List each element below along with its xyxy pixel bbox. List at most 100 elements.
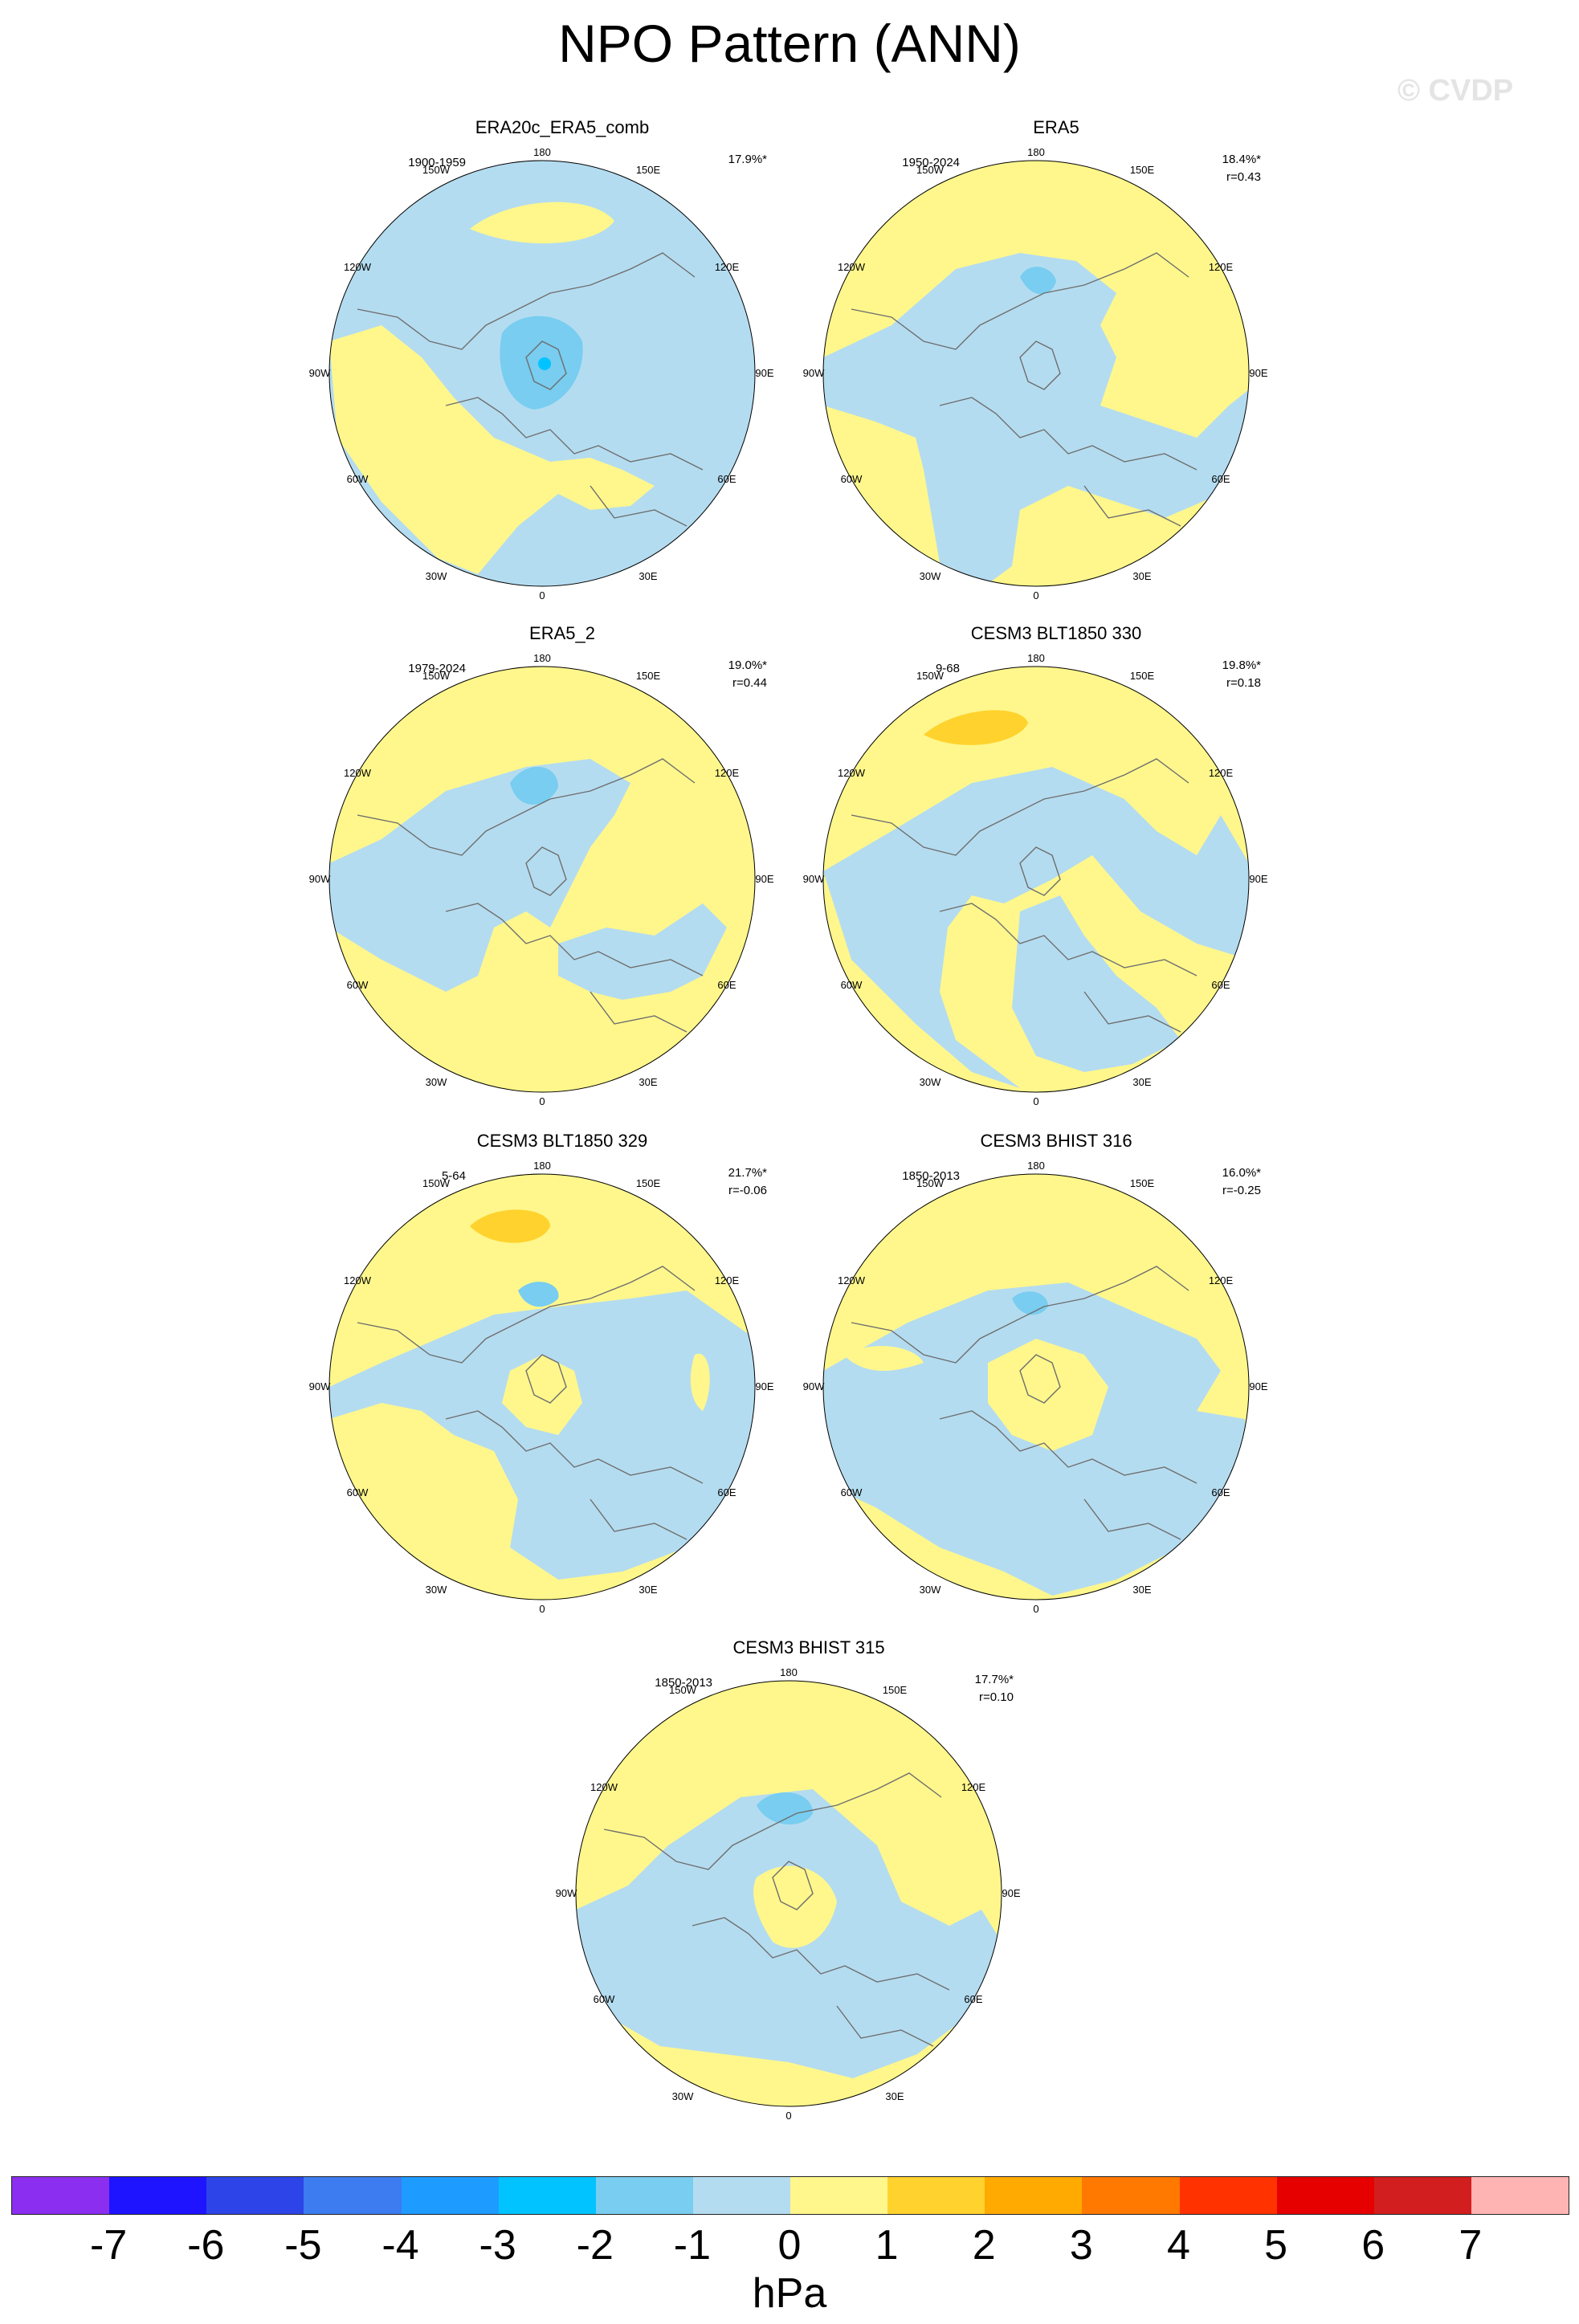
longitude-label: 60W bbox=[346, 1486, 369, 1498]
longitude-label: 120W bbox=[590, 1781, 618, 1793]
longitude-label: 30W bbox=[425, 1584, 447, 1596]
polar-map bbox=[822, 160, 1250, 587]
contour-region bbox=[329, 1290, 755, 1580]
colorbar-tick-label: -4 bbox=[381, 2222, 419, 2269]
map-border bbox=[328, 1173, 756, 1600]
longitude-label: 90E bbox=[1249, 873, 1268, 885]
polar-map bbox=[328, 160, 756, 587]
contour-region bbox=[470, 1209, 550, 1243]
longitude-label: 120W bbox=[344, 767, 371, 779]
longitude-label: 30W bbox=[919, 570, 941, 582]
panel-correlation: r=-0.25 bbox=[1222, 1184, 1261, 1197]
contour-region bbox=[1012, 895, 1181, 1072]
panel-title: ERA5 bbox=[1033, 117, 1079, 137]
longitude-label: 30E bbox=[1132, 570, 1152, 582]
map-panel: CESM3 BHIST 316 1850-2013 16.0%* r=-0.25 180… bbox=[791, 1131, 1514, 1632]
colorbar-tick-label: -1 bbox=[673, 2222, 711, 2269]
panel-title: CESM3 BHIST 316 bbox=[980, 1131, 1132, 1151]
contour-region bbox=[329, 759, 630, 992]
longitude-label: 0 bbox=[1033, 1603, 1039, 1615]
contour-region bbox=[823, 253, 1249, 584]
longitude-label: 30E bbox=[1132, 1584, 1152, 1596]
contour-region bbox=[690, 1353, 710, 1411]
map-border bbox=[822, 160, 1250, 587]
panel-period: 1979-2024 bbox=[408, 662, 466, 675]
longitude-label: 90E bbox=[755, 873, 774, 885]
longitude-label: 150E bbox=[1129, 1177, 1155, 1189]
contour-region bbox=[757, 1792, 813, 1825]
longitude-label: 30W bbox=[425, 1076, 447, 1088]
colorbar-box bbox=[595, 2177, 693, 2214]
longitude-label: 0 bbox=[1033, 589, 1039, 601]
panel-period: 1900-1959 bbox=[408, 156, 466, 169]
contour-region bbox=[823, 767, 1249, 1088]
contour-region bbox=[988, 1339, 1108, 1451]
longitude-label: 30E bbox=[639, 1584, 658, 1596]
panel-variance: 19.0%* bbox=[728, 658, 767, 672]
longitude-label: 150W bbox=[916, 164, 944, 176]
longitude-label: 180 bbox=[1027, 652, 1045, 664]
panel-period: 1850-2013 bbox=[902, 1169, 960, 1183]
longitude-label: 60E bbox=[1211, 1486, 1230, 1498]
cvdp-watermark: © CVDP bbox=[1397, 74, 1514, 108]
longitude-label: 150W bbox=[422, 670, 450, 682]
longitude-label: 30W bbox=[425, 570, 447, 582]
colorbar-box bbox=[498, 2177, 596, 2214]
longitude-label: 60W bbox=[346, 979, 369, 991]
map-border bbox=[575, 1680, 1002, 2107]
colorbar-box bbox=[985, 2177, 1083, 2214]
panel-variance: 21.7%* bbox=[728, 1166, 767, 1180]
panel-period: 9-68 bbox=[935, 662, 960, 675]
colorbar-box bbox=[1179, 2177, 1277, 2214]
longitude-label: 120E bbox=[1208, 767, 1234, 779]
longitude-label: 120E bbox=[1208, 261, 1234, 273]
longitude-label: 30E bbox=[639, 570, 658, 582]
longitude-label: 60E bbox=[964, 1993, 983, 2005]
longitude-label: 30W bbox=[671, 2090, 694, 2102]
longitude-label: 120E bbox=[1208, 1274, 1234, 1286]
colorbar-tick-label: -6 bbox=[187, 2222, 225, 2269]
contour-region bbox=[470, 202, 614, 244]
colorbar-box bbox=[790, 2177, 888, 2214]
longitude-label: 150W bbox=[916, 1177, 944, 1189]
longitude-label: 180 bbox=[1027, 146, 1045, 158]
colorbar-units: hPa bbox=[752, 2270, 827, 2317]
panel-title: CESM3 BHIST 315 bbox=[732, 1637, 885, 1657]
longitude-label: 150E bbox=[1129, 164, 1155, 176]
contour-region bbox=[753, 1865, 837, 1948]
coastlines bbox=[357, 1266, 704, 1540]
map-panel: CESM3 BLT1850 330 9-68 19.8%* r=0.18 180 150E… bbox=[791, 623, 1514, 1124]
coastlines bbox=[851, 1266, 1198, 1540]
coastlines bbox=[357, 758, 704, 1033]
map-border bbox=[822, 666, 1250, 1093]
longitude-label: 120W bbox=[838, 261, 865, 273]
colorbar-box bbox=[12, 2177, 110, 2214]
longitude-label: 120W bbox=[344, 261, 371, 273]
contour-region bbox=[933, 1845, 958, 1918]
longitude-label: 150E bbox=[635, 670, 661, 682]
figure-title: NPO Pattern (ANN) bbox=[558, 14, 1021, 73]
longitude-label: 120E bbox=[714, 1274, 740, 1286]
colorbar-box bbox=[401, 2177, 499, 2214]
colorbar-tick-label: 3 bbox=[1069, 2222, 1093, 2269]
colorbar-box bbox=[1276, 2177, 1374, 2214]
map-panel: ERA5 1950-2024 18.4%* r=0.43 180 150E 120E 90E 6… bbox=[791, 117, 1514, 618]
longitude-label: 0 bbox=[539, 589, 545, 601]
longitude-label: 150W bbox=[422, 1177, 450, 1189]
longitude-label: 30E bbox=[639, 1076, 658, 1088]
longitude-label: 60W bbox=[840, 1486, 863, 1498]
longitude-label: 60E bbox=[1211, 979, 1230, 991]
panel-variance: 17.9%* bbox=[728, 153, 767, 166]
longitude-label: 90W bbox=[308, 873, 331, 885]
contour-region bbox=[518, 1282, 559, 1307]
map-panel: CESM3 BHIST 315 1850-2013 17.7%* r=0.10 180 1… bbox=[544, 1637, 1267, 2138]
polar-map bbox=[822, 666, 1250, 1093]
contour-region bbox=[1020, 267, 1056, 295]
polar-map bbox=[822, 1173, 1250, 1600]
panel-title: CESM3 BLT1850 330 bbox=[970, 623, 1142, 643]
colorbar-box bbox=[887, 2177, 985, 2214]
longitude-label: 60E bbox=[1211, 473, 1230, 485]
coastlines bbox=[851, 758, 1198, 1033]
coastlines bbox=[603, 1772, 950, 2047]
longitude-label: 60E bbox=[717, 979, 736, 991]
